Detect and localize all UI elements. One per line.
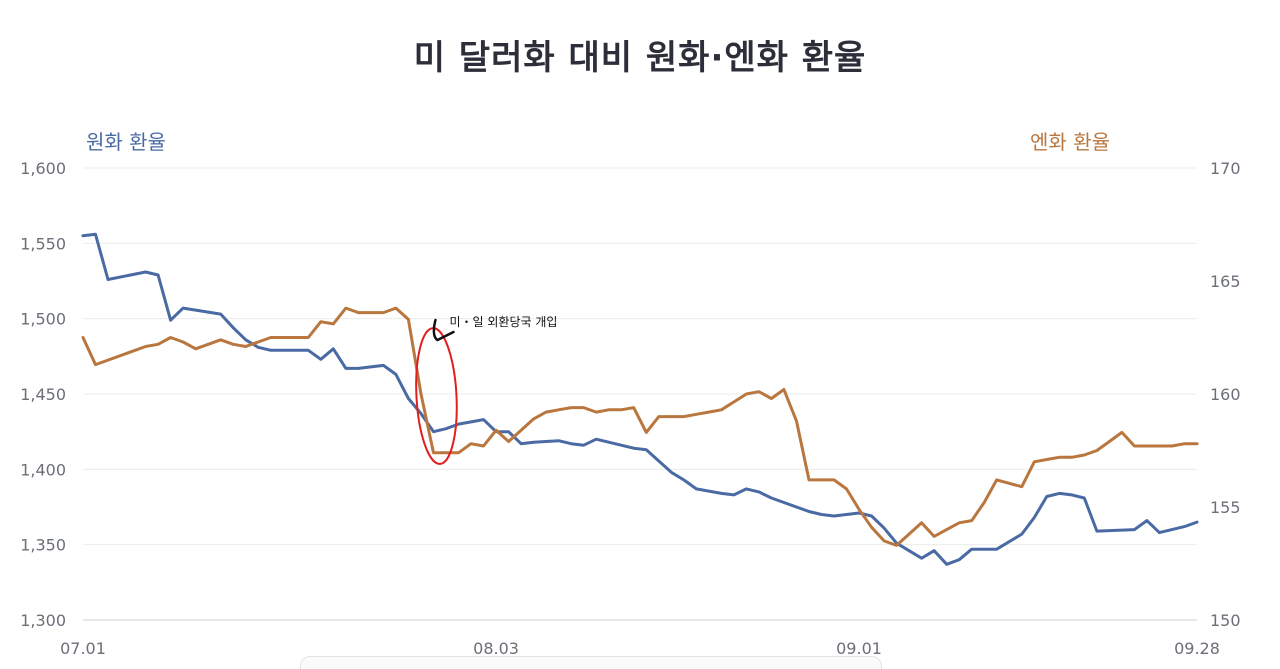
left-tick-label: 1,550	[20, 234, 66, 253]
jpy-series-line	[81, 306, 1199, 547]
x-tick-label: 09.28	[1174, 639, 1220, 658]
left-tick-label: 1,400	[20, 460, 66, 479]
left-tick-label: 1,600	[20, 159, 66, 178]
left-tick-label: 1,300	[20, 611, 66, 630]
annotation-pointer	[432, 318, 455, 342]
bottom-panel-edge	[300, 656, 882, 669]
annotation: 미・일 외환당국 개입	[415, 315, 557, 465]
x-axis-ticks: 07.01 08.03 09.01 09.28	[60, 639, 1220, 658]
chart-title: 미 달러화 대비 원화·엔화 환율	[413, 38, 867, 78]
krw-series-line	[81, 232, 1199, 566]
annotation-label: 미・일 외환당국 개입	[449, 315, 557, 329]
gridlines	[83, 167, 1197, 621]
right-tick-label: 155	[1210, 498, 1241, 517]
x-tick-label: 07.01	[60, 639, 106, 658]
left-tick-label: 1,500	[20, 310, 66, 329]
right-tick-label: 160	[1210, 385, 1241, 404]
right-axis-title: 엔화 환율	[1030, 130, 1110, 154]
left-axis-title: 원화 환율	[86, 130, 166, 154]
left-tick-label: 1,350	[20, 536, 66, 555]
right-tick-label: 170	[1210, 159, 1241, 178]
left-tick-label: 1,450	[20, 385, 66, 404]
x-tick-label: 09.01	[836, 639, 882, 658]
series-lines	[81, 232, 1199, 566]
right-axis-ticks: 170 165 160 155 150	[1210, 159, 1241, 630]
x-tick-label: 08.03	[473, 639, 519, 658]
right-tick-label: 165	[1210, 272, 1241, 291]
right-tick-label: 150	[1210, 611, 1241, 630]
left-axis-ticks: 1,600 1,550 1,500 1,450 1,400 1,350 1,300	[20, 159, 66, 630]
